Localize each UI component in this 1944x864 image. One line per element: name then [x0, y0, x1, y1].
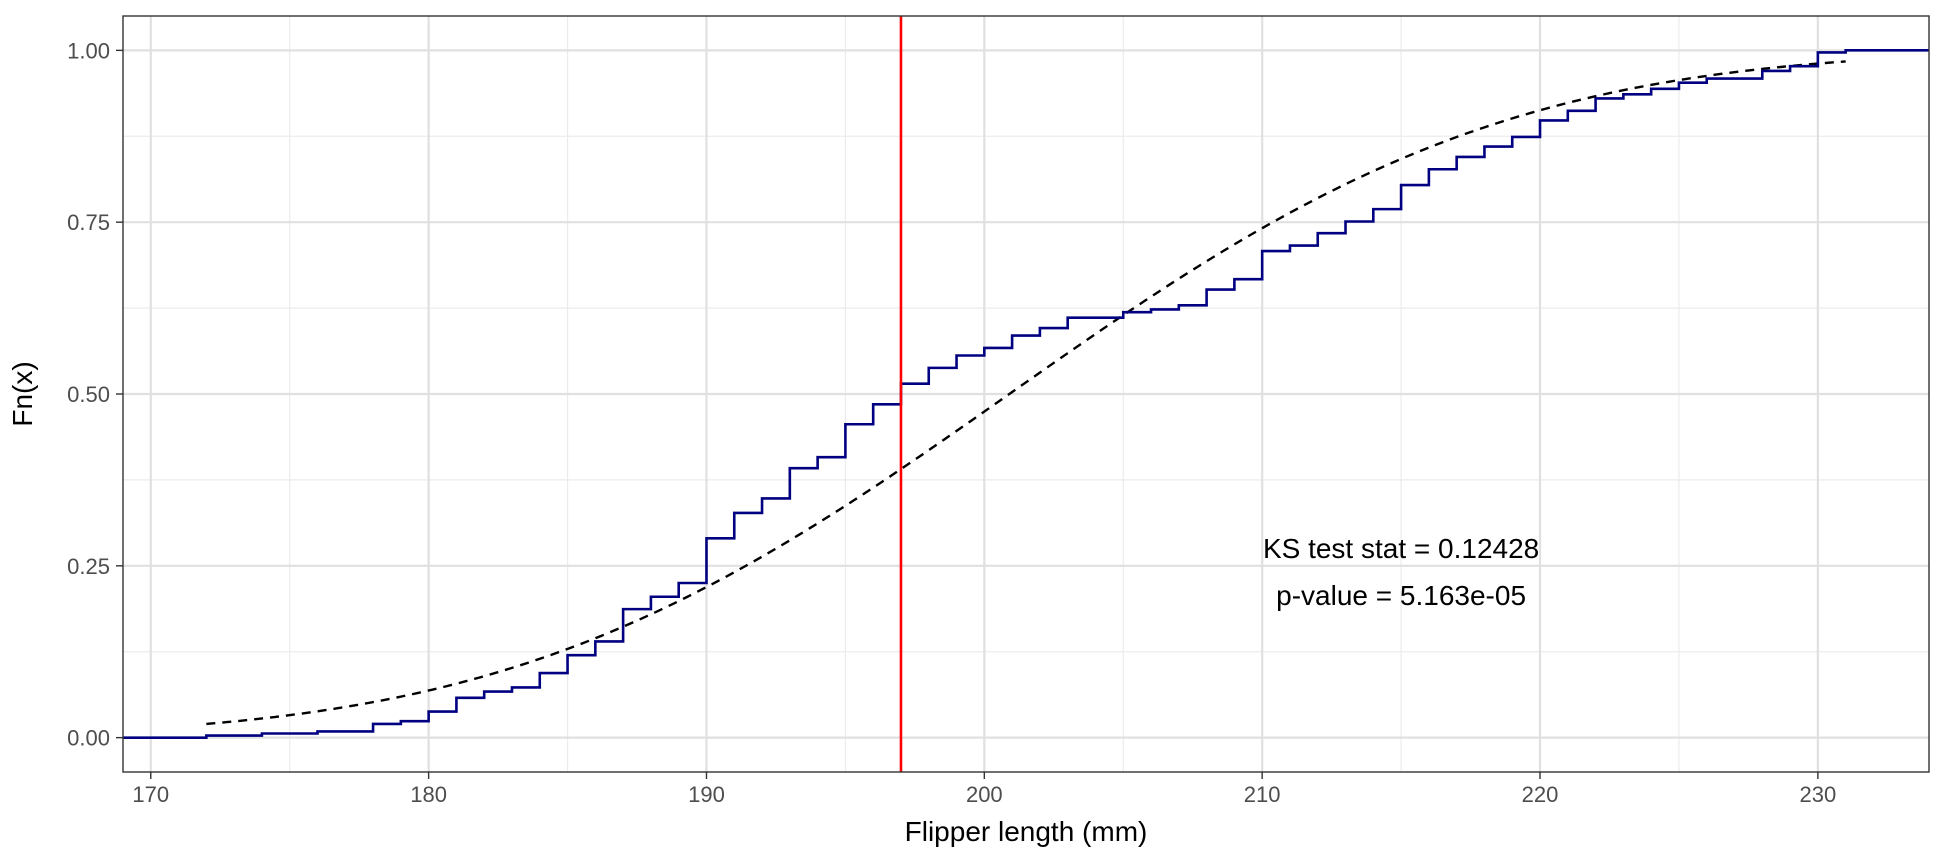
x-tick-label: 170	[132, 782, 169, 807]
x-tick-label: 190	[688, 782, 725, 807]
x-tick-label: 210	[1244, 782, 1281, 807]
y-tick-label: 0.00	[67, 726, 110, 751]
x-tick-label: 180	[410, 782, 447, 807]
y-tick-label: 1.00	[67, 38, 110, 63]
y-tick-label: 0.25	[67, 554, 110, 579]
x-tick-label: 200	[966, 782, 1003, 807]
y-tick-label: 0.50	[67, 382, 110, 407]
x-axis-title: Flipper length (mm)	[905, 816, 1148, 847]
normal-cdf-curve-group	[206, 60, 1846, 726]
normal-cdf-line	[206, 60, 1846, 726]
major-gridlines	[123, 16, 1929, 772]
y-axis-title: Fn(x)	[7, 361, 38, 426]
y-tick-label: 0.75	[67, 210, 110, 235]
annotation-group: KS test stat = 0.12428 p-value = 5.163e-…	[1263, 533, 1539, 611]
y-axis-ticks: 0.00 0.25 0.50 0.75 1.00	[67, 38, 123, 751]
ks-stat-label: KS test stat = 0.12428	[1263, 533, 1539, 564]
x-tick-label: 230	[1800, 782, 1837, 807]
x-axis-ticks: 170 180 190 200 210 220 230	[132, 772, 1836, 807]
p-value-label: p-value = 5.163e-05	[1276, 580, 1526, 611]
x-tick-label: 220	[1522, 782, 1559, 807]
ecdf-step-group	[123, 49, 1929, 739]
ecdf-step-line	[123, 49, 1929, 739]
